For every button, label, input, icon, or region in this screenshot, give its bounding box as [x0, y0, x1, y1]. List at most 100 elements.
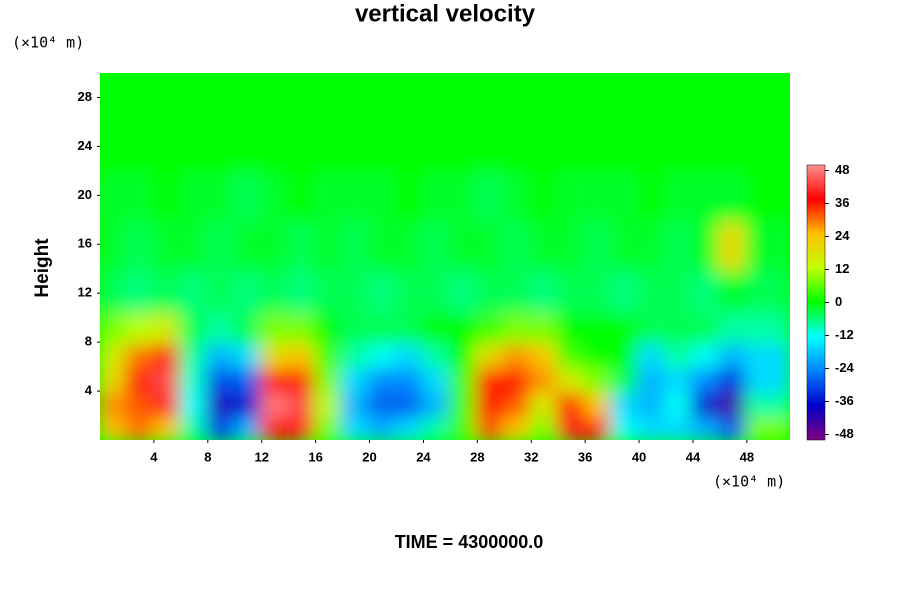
x-tick-label: 28	[470, 449, 484, 464]
y-tick-label: 24	[78, 138, 93, 153]
field-cell	[421, 119, 453, 173]
field-cell	[556, 340, 588, 369]
field-cell	[124, 389, 156, 418]
field-cell	[100, 266, 129, 314]
field-cell	[690, 266, 722, 314]
field-cell	[664, 364, 695, 394]
x-tick-label: 8	[204, 449, 211, 464]
field-cell	[583, 217, 615, 271]
field-cell	[610, 309, 642, 345]
field-cell	[502, 389, 534, 418]
field-cell	[313, 309, 345, 345]
field-cell	[340, 73, 372, 124]
x-unit: (×10⁴ m)	[713, 473, 785, 491]
field-cell	[124, 309, 156, 345]
field-cell	[124, 413, 156, 440]
field-cell	[717, 340, 749, 369]
field-cell	[717, 389, 749, 418]
field-cell	[340, 266, 372, 314]
field-cell	[529, 389, 561, 418]
field-cell	[232, 217, 264, 271]
field-cell	[637, 389, 669, 418]
field-cell	[529, 73, 561, 124]
field-cell	[259, 266, 291, 314]
field-cell	[124, 340, 156, 369]
field-cell	[583, 119, 615, 173]
field-cell	[637, 119, 669, 173]
field-cell	[690, 413, 722, 440]
field-cell	[286, 119, 318, 173]
field-cell	[556, 168, 588, 222]
field-cell	[744, 364, 790, 394]
field-cell	[367, 217, 399, 271]
field-cell	[690, 364, 722, 394]
field-cell	[205, 389, 237, 418]
field-cell	[664, 309, 695, 345]
field-cell	[151, 168, 183, 222]
field-cell	[717, 119, 749, 173]
field-cell	[583, 168, 615, 222]
field-cell	[100, 217, 129, 271]
field-cell	[475, 389, 507, 418]
field-cell	[421, 73, 453, 124]
field-cell	[340, 340, 372, 369]
field-cell	[556, 217, 588, 271]
field-cell	[664, 340, 695, 369]
field-cell	[394, 168, 426, 222]
field-cell	[232, 340, 264, 369]
field-cell	[394, 119, 426, 173]
field-cell	[286, 413, 318, 440]
field-cell	[690, 309, 722, 345]
field-cell	[448, 266, 480, 314]
field-cell	[664, 168, 695, 222]
field-cell	[286, 309, 318, 345]
field-cell	[583, 266, 615, 314]
field-cell	[205, 217, 237, 271]
field-cell	[151, 73, 183, 124]
field-cell	[232, 389, 264, 418]
field-cell	[151, 389, 183, 418]
field-cell	[529, 266, 561, 314]
y-axis-label: Height	[32, 238, 53, 298]
field-cell	[717, 217, 749, 271]
field-cell	[394, 266, 426, 314]
field-cell	[259, 413, 291, 440]
field-cell	[744, 309, 790, 345]
field-cell	[502, 309, 534, 345]
field-cell	[610, 340, 642, 369]
field-cell	[100, 168, 129, 222]
field-cell	[664, 119, 695, 173]
field-cell	[690, 168, 722, 222]
field-cell	[448, 389, 480, 418]
field-cell	[232, 119, 264, 173]
field-cell	[421, 266, 453, 314]
field-cell	[151, 340, 183, 369]
field-cell	[475, 413, 507, 440]
y-tick-label: 28	[78, 89, 92, 104]
field-cell	[259, 73, 291, 124]
field-cell	[637, 364, 669, 394]
field-cell	[583, 364, 615, 394]
field-cell	[367, 119, 399, 173]
field-cell	[367, 168, 399, 222]
field-cell	[744, 266, 790, 314]
field-cell	[232, 413, 264, 440]
field-cell	[100, 119, 129, 173]
field-cell	[367, 309, 399, 345]
field-cell	[529, 340, 561, 369]
field-cell	[286, 389, 318, 418]
x-tick-label: 32	[524, 449, 538, 464]
field-cell	[259, 309, 291, 345]
field-cell	[664, 413, 695, 440]
field-cell	[100, 413, 129, 440]
field-cell	[394, 413, 426, 440]
field-cell	[394, 73, 426, 124]
x-tick-label: 12	[254, 449, 268, 464]
colorbar-tick-label: 24	[835, 228, 850, 243]
field-cell	[502, 266, 534, 314]
field-cell	[717, 73, 749, 124]
field-cell	[313, 364, 345, 394]
field-cell	[664, 217, 695, 271]
field-cell	[178, 389, 210, 418]
field-cell	[100, 389, 129, 418]
